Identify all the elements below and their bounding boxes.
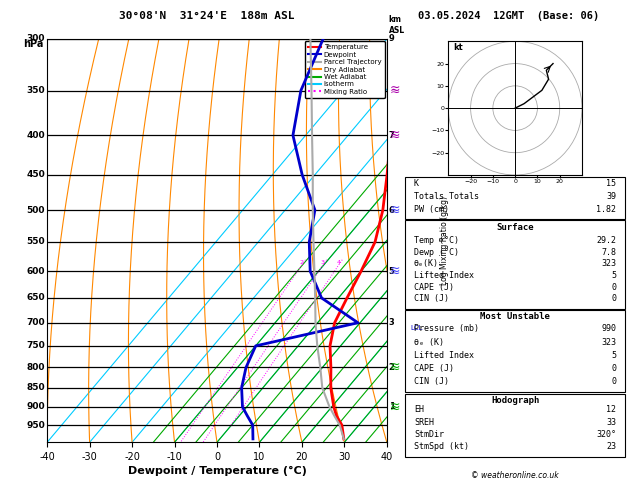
Text: LCL: LCL: [411, 325, 423, 330]
Text: 9: 9: [389, 35, 394, 43]
Text: 0: 0: [611, 364, 616, 373]
Text: 23: 23: [606, 442, 616, 451]
Text: 500: 500: [26, 206, 45, 214]
Text: θₑ (K): θₑ (K): [414, 337, 444, 347]
Text: Surface: Surface: [496, 223, 534, 232]
Text: 12: 12: [606, 405, 616, 414]
Text: 990: 990: [601, 325, 616, 333]
Text: 900: 900: [26, 402, 45, 412]
Text: © weatheronline.co.uk: © weatheronline.co.uk: [470, 471, 559, 480]
Text: 450: 450: [26, 170, 45, 179]
Text: 7: 7: [389, 131, 394, 140]
Text: ≋: ≋: [390, 129, 400, 142]
Text: StmSpd (kt): StmSpd (kt): [414, 442, 469, 451]
Legend: Temperature, Dewpoint, Parcel Trajectory, Dry Adiabat, Wet Adiabat, Isotherm, Mi: Temperature, Dewpoint, Parcel Trajectory…: [305, 41, 385, 98]
Text: 7.8: 7.8: [601, 248, 616, 257]
Text: 323: 323: [601, 337, 616, 347]
Text: 5: 5: [611, 350, 616, 360]
Text: 550: 550: [26, 238, 45, 246]
Text: 400: 400: [26, 131, 45, 140]
Text: 39: 39: [606, 192, 616, 201]
Text: 0: 0: [611, 283, 616, 292]
Text: CAPE (J): CAPE (J): [414, 283, 454, 292]
Text: 29.2: 29.2: [596, 236, 616, 245]
Text: 750: 750: [26, 341, 45, 350]
Text: Dewp (°C): Dewp (°C): [414, 248, 459, 257]
Text: Most Unstable: Most Unstable: [480, 312, 550, 321]
Text: StmDir: StmDir: [414, 430, 444, 439]
Text: kt: kt: [453, 43, 462, 52]
X-axis label: Dewpoint / Temperature (°C): Dewpoint / Temperature (°C): [128, 466, 306, 476]
Text: CIN (J): CIN (J): [414, 295, 449, 303]
Text: Pressure (mb): Pressure (mb): [414, 325, 479, 333]
Text: 5: 5: [611, 271, 616, 280]
Text: θₑ(K): θₑ(K): [414, 260, 439, 268]
Text: hPa: hPa: [23, 39, 44, 49]
Text: 4: 4: [337, 260, 340, 265]
Text: 1.82: 1.82: [596, 205, 616, 214]
Text: CAPE (J): CAPE (J): [414, 364, 454, 373]
Text: 650: 650: [26, 294, 45, 302]
Text: 03.05.2024  12GMT  (Base: 06): 03.05.2024 12GMT (Base: 06): [418, 11, 599, 21]
Text: km
ASL: km ASL: [389, 16, 404, 35]
Text: K: K: [414, 179, 419, 189]
Text: 33: 33: [606, 417, 616, 427]
Text: 0: 0: [611, 377, 616, 386]
Text: Lifted Index: Lifted Index: [414, 271, 474, 280]
Text: 6: 6: [389, 206, 394, 214]
Text: 15: 15: [606, 179, 616, 189]
Text: Temp (°C): Temp (°C): [414, 236, 459, 245]
Text: 323: 323: [601, 260, 616, 268]
Text: ≋: ≋: [390, 204, 400, 217]
Text: 950: 950: [26, 420, 45, 430]
Text: EH: EH: [414, 405, 424, 414]
Text: 5: 5: [389, 267, 394, 276]
Text: 700: 700: [26, 318, 45, 327]
Text: Hodograph: Hodograph: [491, 396, 539, 404]
Text: 600: 600: [26, 267, 45, 276]
Text: 2: 2: [389, 363, 394, 372]
Text: ≋: ≋: [390, 400, 400, 414]
Text: SREH: SREH: [414, 417, 434, 427]
Text: Totals Totals: Totals Totals: [414, 192, 479, 201]
Text: 1: 1: [389, 402, 394, 412]
Text: PW (cm): PW (cm): [414, 205, 449, 214]
Text: 350: 350: [26, 86, 45, 95]
Text: 2: 2: [299, 260, 304, 265]
Text: ≋: ≋: [390, 264, 400, 278]
Text: 3: 3: [321, 260, 325, 265]
Text: 800: 800: [26, 363, 45, 372]
Text: 30°08'N  31°24'E  188m ASL: 30°08'N 31°24'E 188m ASL: [119, 11, 294, 21]
Text: 3: 3: [389, 318, 394, 327]
Text: 320°: 320°: [596, 430, 616, 439]
Text: CIN (J): CIN (J): [414, 377, 449, 386]
Text: ≋: ≋: [390, 361, 400, 374]
Text: 0: 0: [611, 295, 616, 303]
Text: 300: 300: [26, 35, 45, 43]
Text: 850: 850: [26, 383, 45, 392]
Text: Log Mixing Ratio (g/kg): Log Mixing Ratio (g/kg): [440, 196, 449, 285]
Text: Lifted Index: Lifted Index: [414, 350, 474, 360]
Text: ≋: ≋: [390, 84, 400, 97]
